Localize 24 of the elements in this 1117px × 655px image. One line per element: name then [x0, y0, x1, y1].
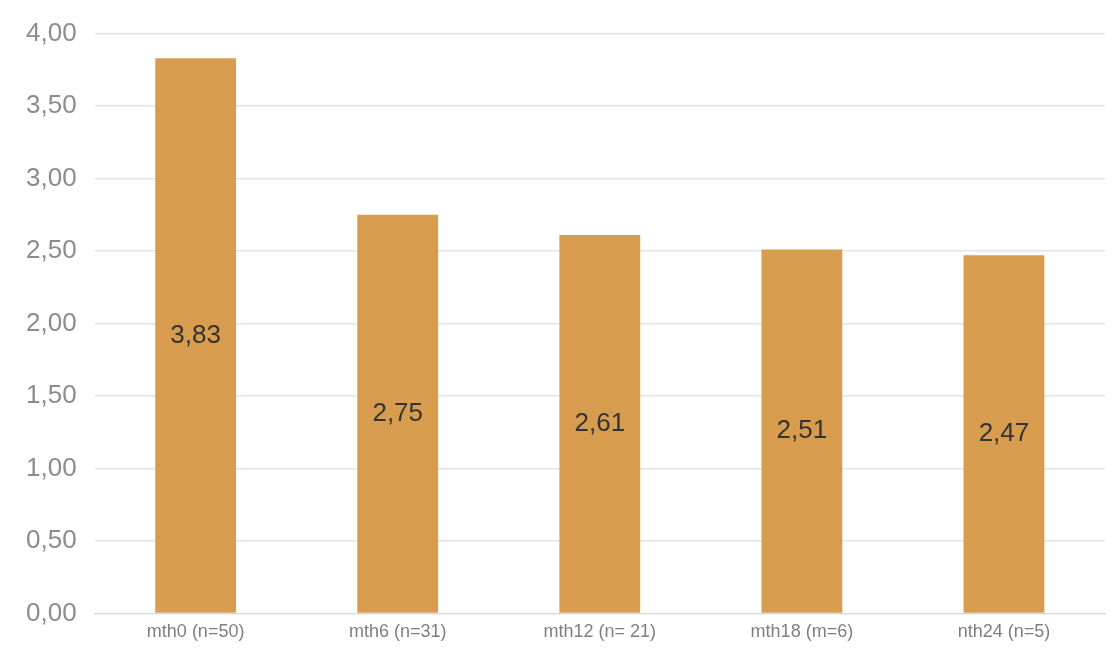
x-tick-label: mth0 (n=50): [146, 621, 245, 642]
y-tick-label: 4,00: [25, 16, 77, 47]
data-label: 3,83: [170, 318, 221, 349]
y-tick-label: 1,50: [25, 379, 77, 410]
y-tick-label: 2,00: [25, 306, 77, 337]
bar: [357, 214, 439, 613]
x-tick-label: mth12 (n= 21): [543, 621, 657, 642]
x-tick-label: mth18 (m=6): [750, 621, 854, 642]
data-label: 2,47: [978, 417, 1030, 448]
y-tick-label: 3,00: [25, 161, 77, 192]
data-label: 2,75: [372, 396, 424, 427]
data-label: 2,51: [776, 414, 828, 445]
bar: [559, 235, 641, 613]
y-tick-label: 0,50: [25, 524, 77, 555]
y-tick-label: 1,00: [25, 451, 77, 482]
bar: [963, 255, 1045, 613]
y-tick-label: 3,50: [25, 89, 77, 120]
y-tick-label: 0,00: [25, 596, 77, 627]
bar: [155, 58, 237, 613]
x-tick-label: nth24 (n=5): [957, 621, 1051, 642]
data-label: 2,61: [574, 407, 626, 438]
bar: [761, 249, 843, 613]
x-tick-label: mth6 (n=31): [348, 621, 447, 642]
y-tick-label: 2,50: [25, 234, 77, 265]
